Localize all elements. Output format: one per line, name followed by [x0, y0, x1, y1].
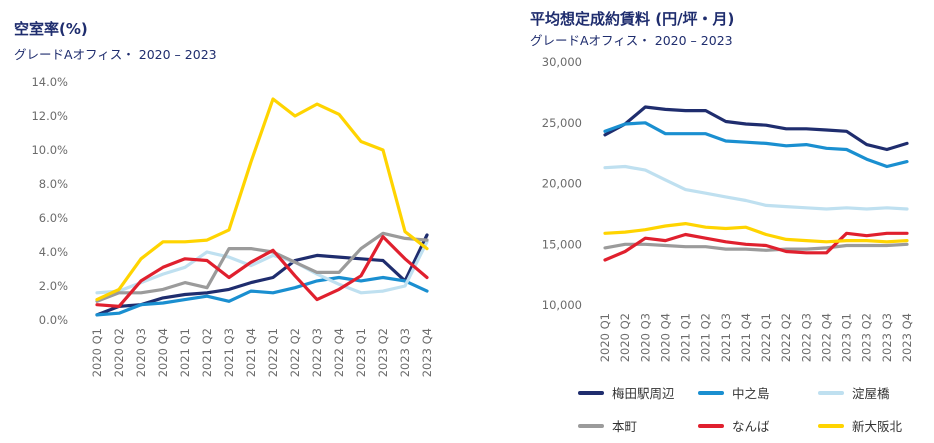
rent-series-line-yodoyabashi [603, 164, 909, 211]
vacancy-x-tick-label: 2021 Q4 [244, 328, 258, 377]
rent-series-line-honmachi [603, 242, 909, 252]
legend-swatch [698, 423, 724, 428]
rent-x-tick-label: 2022 Q3 [799, 313, 813, 362]
rent-x-tick-label: 2020 Q4 [658, 313, 672, 362]
vacancy-x-tick-label: 2022 Q4 [332, 328, 346, 377]
left-chart-subtitle: グレードAオフィス・ 2020 – 2023 [14, 47, 217, 62]
vacancy-y-tick-label: 14.0% [31, 75, 68, 89]
vacancy-series-line-yodoyabashi [95, 240, 429, 295]
legend-label: 淀屋橋 [852, 386, 890, 401]
rent-x-tick-label: 2021 Q1 [679, 313, 693, 362]
vacancy-y-tick-label: 10.0% [31, 143, 68, 157]
vacancy-y-tick-label: 2.0% [39, 279, 68, 293]
vacancy-chart: 0.0% 2.0% 4.0% 6.0% 8.0% 10.0% 12.0% 14.0% 2020 … [31, 75, 434, 377]
rent-y-tick-label: 20,000 [542, 177, 582, 191]
vacancy-y-tick-label: 12.0% [31, 109, 68, 123]
vacancy-x-tick-label: 2020 Q1 [90, 328, 104, 377]
rent-x-tick-label: 2023 Q1 [840, 313, 854, 362]
rent-y-tick-label: 15,000 [542, 237, 582, 251]
vacancy-x-tick-label: 2022 Q2 [288, 328, 302, 377]
rent-series-line-namba [603, 231, 909, 262]
rent-x-tick-label: 2022 Q2 [779, 313, 793, 362]
rent-y-tick-label: 30,000 [542, 55, 582, 69]
rent-chart: 10,000 15,000 20,000 25,000 30,000 2020 Q1 202… [542, 55, 914, 362]
vacancy-series-line-shinosaka [95, 97, 429, 302]
legend-item-namba: なんば [698, 416, 770, 435]
rent-x-tick-label: 2021 Q2 [699, 313, 713, 362]
vacancy-series-line-honmachi [95, 231, 429, 303]
legend-item-shinosaka: 新大阪北 [818, 416, 902, 435]
rent-series-line-umeda [603, 105, 909, 152]
right-chart-title: 平均想定成約賃料 (円/坪・月) [530, 10, 735, 28]
vacancy-x-tick-label: 2020 Q4 [156, 328, 170, 377]
legend-swatch [578, 423, 604, 428]
right-chart-subtitle: グレードAオフィス・ 2020 – 2023 [530, 33, 733, 48]
vacancy-x-tick-label: 2023 Q4 [420, 328, 434, 377]
rent-x-tick-label: 2022 Q1 [759, 313, 773, 362]
rent-series-line-nakanoshima [603, 121, 909, 169]
rent-x-tick-label: 2023 Q4 [900, 313, 914, 362]
vacancy-x-tick-label: 2023 Q3 [398, 328, 412, 377]
vacancy-x-tick-label: 2023 Q1 [354, 328, 368, 377]
legend-item-nakanoshima: 中之島 [698, 383, 770, 402]
vacancy-x-tick-label: 2021 Q2 [200, 328, 214, 377]
vacancy-x-tick-label: 2023 Q2 [376, 328, 390, 377]
rent-x-tick-label: 2023 Q3 [880, 313, 894, 362]
legend-swatch [818, 390, 844, 395]
vacancy-x-tick-label: 2022 Q1 [266, 328, 280, 377]
vacancy-series-line-nakanoshima [95, 275, 429, 317]
vacancy-series-line-namba [95, 235, 429, 308]
legend-item-umeda: 梅田駅周辺 [578, 383, 675, 402]
vacancy-x-tick-label: 2022 Q3 [310, 328, 324, 377]
vacancy-series-line-umeda [95, 233, 429, 317]
legend-item-yodoyabashi: 淀屋橋 [818, 383, 890, 402]
legend-label: 本町 [612, 419, 638, 434]
vacancy-y-tick-label: 8.0% [39, 177, 68, 191]
rent-x-tick-label: 2020 Q3 [638, 313, 652, 362]
legend-label: 梅田駅周辺 [612, 386, 675, 401]
legend-swatch [698, 390, 724, 395]
rent-x-tick-label: 2023 Q2 [860, 313, 874, 362]
vacancy-y-tick-label: 0.0% [39, 313, 68, 327]
vacancy-x-tick-label: 2021 Q1 [178, 328, 192, 377]
rent-x-tick-label: 2020 Q2 [618, 313, 632, 362]
rent-y-tick-label: 10,000 [542, 298, 582, 312]
left-chart-title: 空室率(%) [14, 20, 88, 38]
vacancy-x-tick-label: 2020 Q3 [134, 328, 148, 377]
rent-series-line-shinosaka [603, 222, 909, 244]
vacancy-y-tick-label: 4.0% [39, 245, 68, 259]
vacancy-x-tick-label: 2020 Q2 [112, 328, 126, 377]
legend-swatch [578, 390, 604, 395]
legend-item-honmachi: 本町 [578, 416, 637, 435]
legend-label: 中之島 [732, 386, 770, 401]
rent-x-tick-label: 2022 Q4 [819, 313, 833, 362]
rent-x-tick-label: 2021 Q4 [739, 313, 753, 362]
rent-x-tick-label: 2020 Q1 [598, 313, 612, 362]
legend-label: 新大阪北 [852, 419, 903, 434]
vacancy-y-tick-label: 6.0% [39, 211, 68, 225]
vacancy-x-tick-label: 2021 Q3 [222, 328, 236, 377]
legend-swatch [818, 423, 844, 428]
rent-y-tick-label: 25,000 [542, 116, 582, 130]
rent-x-tick-label: 2021 Q3 [719, 313, 733, 362]
legend-label: なんば [732, 419, 770, 434]
